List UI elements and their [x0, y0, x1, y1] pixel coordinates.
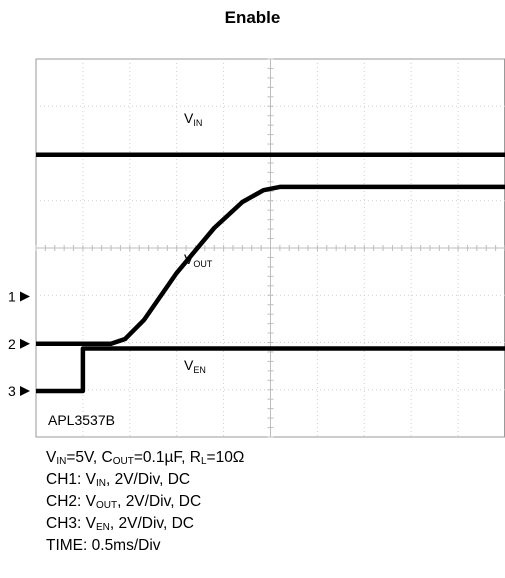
- trace-vout: [36, 184, 505, 347]
- time-setting: TIME: 0.5ms/Div: [46, 537, 161, 554]
- channel-markers: 1 2 3: [8, 289, 30, 399]
- scope-plot: 1 2 3 VIN VOUT VEN APL3537B: [8, 58, 505, 438]
- trace-labels: VIN VOUT VEN: [184, 110, 213, 375]
- trace-ven: [36, 346, 505, 394]
- device-annotation: APL3537B: [48, 412, 115, 428]
- channel-marker-label: 2: [8, 336, 16, 352]
- ch1-setting: CH1: VIN, 2V/Div, DC: [46, 471, 191, 489]
- trace-label: VOUT: [184, 251, 213, 269]
- ch2-setting: CH2: VOUT, 2V/Div, DC: [46, 493, 202, 511]
- scope-grid: [35, 58, 505, 438]
- ch3-setting: CH3: VEN, 2V/Div, DC: [46, 515, 194, 533]
- condition-line: VIN=5V, COUT=0.1µF, RL=10Ω: [46, 449, 245, 467]
- channel-marker-label: 1: [8, 289, 16, 305]
- test-conditions: VIN=5V, COUT=0.1µF, RL=10Ω CH1: VIN, 2V/…: [46, 447, 244, 557]
- channel-marker-arrow: [20, 386, 30, 396]
- trace-label: VIN: [184, 110, 202, 128]
- channel-marker-label: 3: [8, 383, 16, 399]
- trace-label: VEN: [184, 357, 206, 375]
- traces: [36, 152, 505, 394]
- channel-marker-arrow: [20, 338, 30, 349]
- chart-title: Enable: [224, 8, 281, 27]
- channel-marker-arrow: [20, 291, 30, 302]
